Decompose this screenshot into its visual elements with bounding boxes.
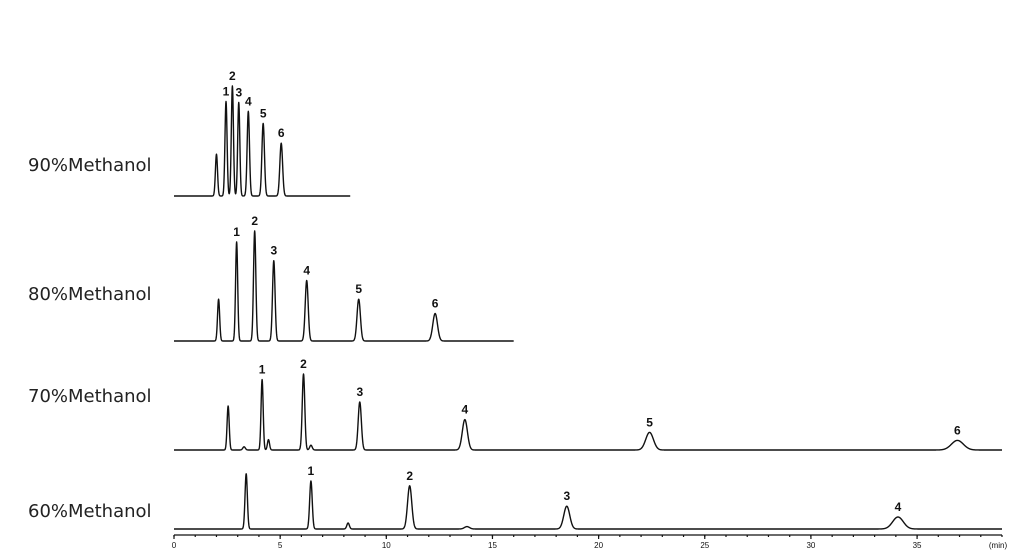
peak-label: 1	[233, 225, 240, 239]
peak-label: 3	[563, 489, 570, 503]
peak-label: 2	[406, 469, 413, 483]
peak-label: 4	[303, 264, 310, 278]
chromatogram-trace	[173, 473, 1003, 530]
peak-label: 2	[300, 357, 307, 371]
chromatogram-trace	[173, 230, 515, 342]
peak-label: 1	[259, 363, 266, 377]
x-tick-label: 20	[594, 541, 603, 550]
x-tick-label: 5	[278, 541, 283, 550]
peak-label: 4	[895, 500, 902, 514]
x-axis: 0 5 10 15 20 25 30 35 (min)	[172, 534, 1008, 550]
peak-label: 4	[245, 94, 252, 108]
x-axis-unit-label: (min)	[989, 541, 1008, 550]
row-label: 70%Methanol	[28, 386, 152, 407]
peak-label: 2	[251, 214, 258, 228]
x-tick-label: 10	[382, 541, 391, 550]
peak-label: 1	[308, 464, 315, 478]
peak-label: 3	[270, 244, 277, 258]
peak-label: 6	[278, 126, 285, 140]
peak-label: 6	[432, 297, 439, 311]
chromatogram-row: 80%Methanol 12 3 4 5 6	[28, 214, 515, 342]
chromatogram-row: 70%Methanol 1 2 3 4 5 6	[28, 357, 1003, 451]
x-tick-label: 30	[806, 541, 815, 550]
peak-label: 3	[356, 385, 363, 399]
chromatogram-row: 60%Methanol 1 2 3 4	[28, 464, 1003, 530]
x-tick-label: 25	[700, 541, 709, 550]
row-label: 90%Methanol	[28, 155, 152, 176]
peak-label: 2	[229, 69, 236, 83]
x-tick-label: 0	[172, 541, 177, 550]
peak-label: 6	[954, 423, 961, 437]
peak-label: 5	[355, 282, 362, 296]
peak-label: 3	[235, 86, 242, 100]
chromatogram-trace	[173, 373, 1003, 451]
peak-label: 5	[646, 415, 653, 429]
peak-label: 1	[223, 84, 230, 98]
x-tick-label: 35	[913, 541, 922, 550]
peak-label: 5	[260, 106, 267, 120]
peak-label: 4	[462, 403, 469, 417]
x-tick-label: 15	[488, 541, 497, 550]
chromatogram-trace	[173, 85, 351, 197]
row-label: 80%Methanol	[28, 284, 152, 305]
row-label: 60%Methanol	[28, 501, 152, 522]
